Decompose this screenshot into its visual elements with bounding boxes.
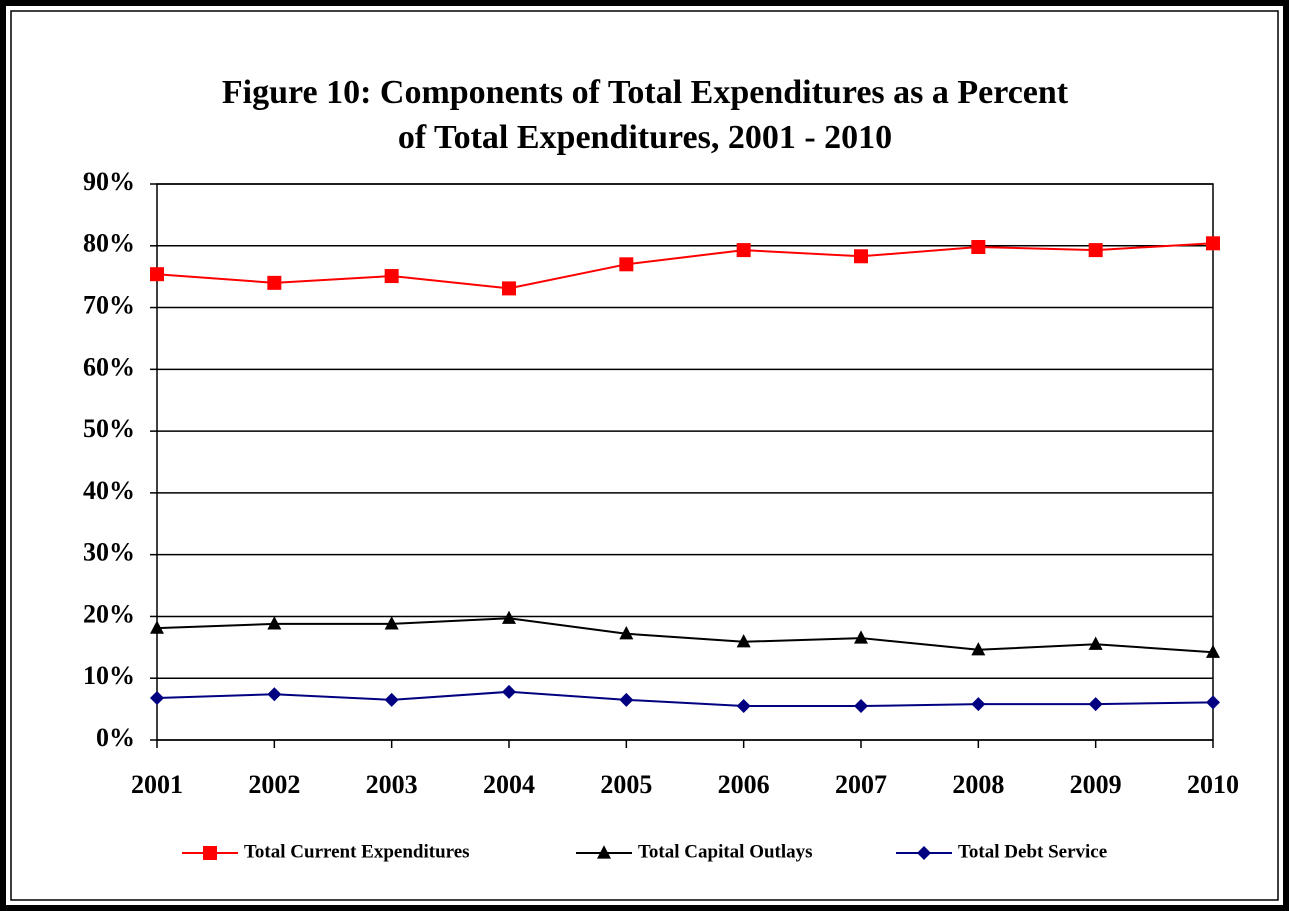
x-tick-label: 2004 [483,770,535,799]
legend-marker [917,846,931,860]
legend-label: Total Current Expenditures [244,841,470,862]
x-tick-label: 2006 [718,770,770,799]
series-line [156,690,1214,708]
x-tick-label: 2005 [600,770,652,799]
x-tick-label: 2010 [1187,770,1239,799]
point [1206,644,1220,658]
point [267,616,282,630]
point [971,240,986,255]
point [1088,636,1103,650]
point [384,692,399,707]
point [854,630,868,644]
point [736,699,751,714]
point [502,281,516,296]
legend-label: Total Debt Service [958,841,1107,862]
y-tick-label: 80% [83,229,135,258]
point [150,690,164,705]
point [150,620,164,634]
x-tick-label: 2009 [1070,770,1122,799]
y-tick-label: 50% [83,414,135,443]
y-tick-label: 70% [83,291,135,320]
y-tick-label: 0% [96,723,135,752]
point [384,269,399,284]
point [1088,697,1103,712]
x-tick-label: 2007 [835,770,887,799]
x-tick-label: 2002 [248,770,300,799]
point [384,616,399,630]
y-tick-label: 60% [83,352,135,381]
y-tick-label: 40% [83,476,135,505]
point [854,249,868,264]
inner-border [10,10,1279,901]
y-tick-label: 20% [83,599,135,628]
chart-title: of Total Expenditures, 2001 - 2010 [398,119,892,156]
point [502,684,516,699]
point [971,642,986,656]
point [267,687,282,702]
chart-title: Figure 10: Components of Total Expenditu… [222,74,1069,111]
point [267,275,282,290]
x-tick-label: 2003 [366,770,418,799]
point [1206,236,1220,251]
point [619,257,634,272]
point [736,243,751,258]
point [619,692,634,707]
point [619,626,634,640]
y-tick-label: 10% [83,661,135,690]
series-line [156,242,1214,290]
point [736,634,751,648]
point [1088,243,1103,258]
y-tick-label: 30% [83,538,135,567]
point [854,699,868,714]
point [150,267,164,282]
plot-area [156,183,1214,741]
legend-marker [597,845,611,859]
point [502,610,516,624]
legend-marker [203,846,217,860]
point [971,697,986,712]
legend-label: Total Capital Outlays [638,841,813,862]
point [1206,695,1220,710]
series-line [156,617,1214,654]
x-tick-label: 2001 [131,770,183,799]
y-tick-label: 90% [83,167,135,196]
x-tick-label: 2008 [952,770,1004,799]
